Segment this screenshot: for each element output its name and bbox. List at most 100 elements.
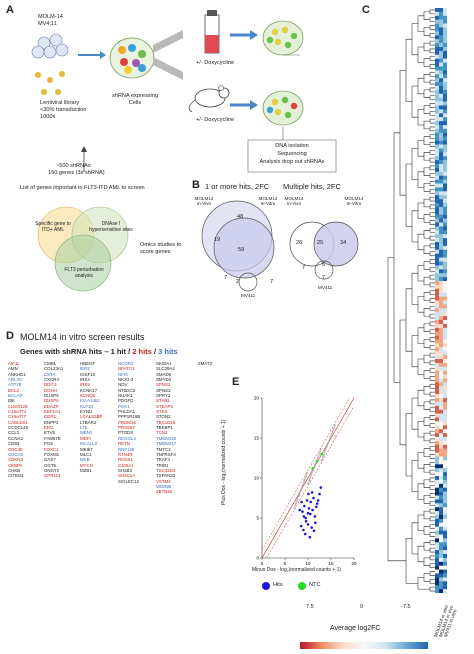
- heatmap-cell: [435, 425, 439, 430]
- heatmap-cell: [443, 23, 447, 28]
- heatmap-cell: [439, 421, 443, 426]
- heatmap-cell: [435, 347, 439, 352]
- dox-vivo-label: +/- Doxycycline: [196, 117, 235, 123]
- gene-name: KYNU: [80, 409, 93, 415]
- hit-point: [300, 500, 303, 504]
- heatmap-cell: [439, 456, 443, 461]
- heatmap-cell: [439, 491, 443, 496]
- heatmap-cell: [435, 316, 439, 321]
- heatmap-cell: [439, 39, 443, 44]
- heatmap-cell: [443, 456, 447, 461]
- x-tick-label: 5: [284, 561, 287, 566]
- background-point: [309, 475, 312, 478]
- heatmap-cell: [439, 164, 443, 169]
- heatmap-cell: [443, 230, 447, 235]
- gene-name: SH2D1A: [118, 473, 136, 479]
- venn-flt3: FLT3 perturbation analysis: [64, 267, 104, 279]
- background-point: [324, 447, 327, 450]
- heatmap-cell: [435, 378, 439, 383]
- heatmap-cell: [435, 113, 439, 118]
- gene-name: ERG: [44, 425, 54, 431]
- heatmap-cell: [435, 23, 439, 28]
- heatmap-cell: [435, 362, 439, 367]
- heatmap-cell: [435, 171, 439, 176]
- dendrogram-branch: [423, 308, 430, 317]
- heatmap-cell: [439, 288, 443, 293]
- heatmap-cell: [443, 460, 447, 465]
- hit-point: [315, 502, 319, 505]
- heatmap-cell: [435, 206, 439, 211]
- heatmap-cell: [439, 546, 443, 551]
- heatmap-cell: [439, 214, 443, 219]
- heatmap-cell: [443, 394, 447, 399]
- heatmap-cell: [443, 499, 447, 504]
- heatmap-cell: [439, 327, 443, 332]
- dendrogram-branch: [411, 23, 418, 56]
- gene-name: NCOR2: [118, 361, 134, 366]
- y-tick-label: 5: [256, 516, 259, 521]
- heatmap-cell: [439, 128, 443, 133]
- heatmap-cell: [443, 374, 447, 379]
- heatmap-cell: [443, 483, 447, 488]
- heatmap-cell: [435, 109, 439, 114]
- heatmap-cell: [443, 234, 447, 239]
- dendrogram-branch: [423, 136, 430, 145]
- venn-dnase: DNAse I hypersensitive sites: [89, 221, 133, 233]
- background-point: [318, 454, 320, 456]
- heatmap-cell: [443, 288, 447, 293]
- background-point: [334, 435, 337, 438]
- background-point: [303, 478, 306, 481]
- heatmap-cell: [439, 511, 443, 516]
- background-point: [321, 456, 324, 459]
- heatmap-cell: [443, 89, 447, 94]
- heatmap-cell: [443, 160, 447, 165]
- background-point: [324, 449, 327, 452]
- gene-name: DDIT4: [44, 382, 57, 388]
- background-point: [299, 490, 302, 493]
- gene-name: CDKN3: [8, 457, 23, 463]
- heatmap-cell: [435, 585, 439, 590]
- scatter-plot: 0 5 10 15 20 0 5 10 15 20: [254, 396, 357, 567]
- venn-left-count-f: 7: [270, 279, 274, 285]
- gene-name: PDGFD: [118, 398, 134, 404]
- heatmap-cell: [439, 152, 443, 157]
- heatmap-cell: [435, 144, 439, 149]
- heatmap-cell: [439, 312, 443, 317]
- heatmap-cell: [439, 74, 443, 79]
- heatmap-cell: [443, 370, 447, 375]
- background-point: [314, 462, 317, 465]
- heatmap-cell: [443, 203, 447, 208]
- heatmap-cell: [443, 550, 447, 555]
- heatmap-cell: [443, 164, 447, 169]
- dendrogram-branch: [417, 452, 424, 469]
- heatmap-cell: [435, 554, 439, 559]
- heatmap-cell: [443, 316, 447, 321]
- gene-name: SPRY2: [156, 393, 171, 399]
- dendrogram-branch: [417, 15, 424, 32]
- heatmap-cell: [435, 323, 439, 328]
- gene-name: MZB1: [80, 467, 92, 473]
- gene-name: MEN1: [80, 430, 93, 436]
- gene-name: EGR1: [44, 414, 56, 420]
- dendrogram-branch: [423, 245, 430, 254]
- omics-line-2: score genes: [140, 249, 171, 255]
- gene-name: KLF10: [80, 403, 93, 409]
- background-point: [323, 451, 326, 454]
- heatmap-cell: [443, 269, 447, 274]
- vivo-result-dish-icon: [262, 90, 304, 126]
- venn-left-mv-label: MV411: [241, 293, 256, 298]
- gene-name: RNF128: [118, 446, 135, 452]
- heatmap-cell: [439, 234, 443, 239]
- heatmap-cell: [443, 50, 447, 55]
- gene-name: FOS: [44, 441, 54, 447]
- heatmap-cell: [439, 507, 443, 512]
- heatmap-cell: [435, 331, 439, 336]
- heatmap-cell: [439, 413, 443, 418]
- heatmap-cell: [443, 409, 447, 414]
- heatmap-cell: [439, 253, 443, 258]
- dendrogram-branch: [417, 358, 424, 375]
- heatmap-cell: [439, 257, 443, 262]
- heatmap-cell: [435, 97, 439, 102]
- heatmap-cell: [439, 433, 443, 438]
- heatmap-cell: [443, 476, 447, 481]
